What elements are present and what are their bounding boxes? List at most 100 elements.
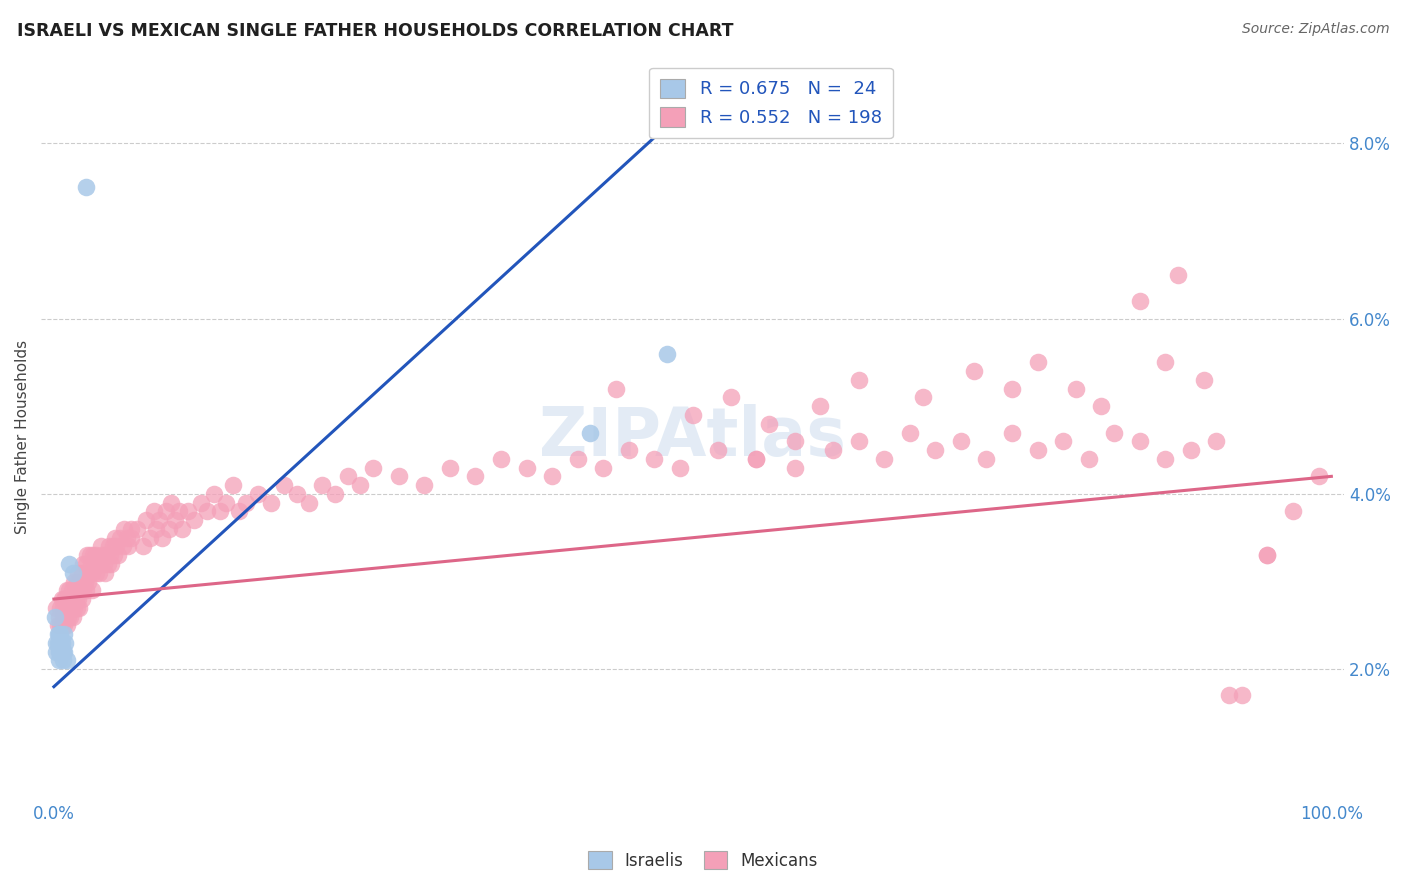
Point — [100, 557, 122, 571]
Point — [98, 548, 121, 562]
Point — [63, 600, 86, 615]
Point — [489, 451, 512, 466]
Point — [79, 566, 101, 580]
Point — [52, 653, 75, 667]
Point — [110, 531, 132, 545]
Point — [67, 566, 90, 580]
Point — [707, 443, 730, 458]
Point — [52, 609, 75, 624]
Point — [1077, 451, 1099, 466]
Point — [48, 627, 70, 641]
Point — [1154, 355, 1177, 369]
Point — [848, 434, 870, 449]
Point — [273, 478, 295, 492]
Point — [76, 566, 98, 580]
Point — [55, 592, 77, 607]
Point — [93, 557, 115, 571]
Point — [125, 522, 148, 536]
Point — [1090, 399, 1112, 413]
Point — [222, 478, 245, 492]
Point — [49, 600, 72, 615]
Point — [91, 548, 114, 562]
Point — [1129, 294, 1152, 309]
Point — [643, 451, 665, 466]
Point — [157, 522, 180, 536]
Point — [65, 583, 87, 598]
Point — [1218, 689, 1240, 703]
Point — [49, 645, 72, 659]
Point — [949, 434, 972, 449]
Point — [215, 496, 238, 510]
Point — [51, 618, 73, 632]
Point — [45, 645, 67, 659]
Point — [963, 364, 986, 378]
Point — [53, 609, 76, 624]
Point — [53, 645, 76, 659]
Point — [1001, 382, 1024, 396]
Point — [823, 443, 845, 458]
Point — [66, 600, 89, 615]
Point — [167, 504, 190, 518]
Point — [56, 609, 79, 624]
Point — [208, 504, 231, 518]
Point — [51, 592, 73, 607]
Point — [112, 522, 135, 536]
Point — [617, 443, 640, 458]
Point — [388, 469, 411, 483]
Point — [49, 618, 72, 632]
Point — [52, 645, 75, 659]
Point — [1256, 548, 1278, 562]
Point — [59, 609, 82, 624]
Point — [89, 557, 111, 571]
Point — [58, 600, 80, 615]
Point — [45, 600, 67, 615]
Point — [49, 636, 72, 650]
Point — [592, 460, 614, 475]
Point — [152, 531, 174, 545]
Point — [155, 504, 177, 518]
Point — [82, 548, 104, 562]
Point — [46, 636, 69, 650]
Point — [464, 469, 486, 483]
Point — [1230, 689, 1253, 703]
Point — [83, 557, 105, 571]
Point — [58, 557, 80, 571]
Point — [56, 592, 79, 607]
Text: Source: ZipAtlas.com: Source: ZipAtlas.com — [1241, 22, 1389, 37]
Point — [1308, 469, 1330, 483]
Point — [720, 391, 742, 405]
Point — [228, 504, 250, 518]
Point — [1154, 451, 1177, 466]
Point — [82, 583, 104, 598]
Point — [439, 460, 461, 475]
Point — [745, 451, 768, 466]
Point — [413, 478, 436, 492]
Point — [55, 636, 77, 650]
Point — [808, 399, 831, 413]
Y-axis label: Single Father Households: Single Father Households — [15, 340, 30, 534]
Point — [579, 425, 602, 440]
Point — [202, 487, 225, 501]
Point — [165, 513, 187, 527]
Point — [84, 548, 107, 562]
Point — [103, 548, 125, 562]
Point — [349, 478, 371, 492]
Point — [73, 574, 96, 589]
Point — [298, 496, 321, 510]
Point — [135, 513, 157, 527]
Point — [101, 540, 124, 554]
Point — [76, 548, 98, 562]
Point — [84, 566, 107, 580]
Point — [72, 583, 94, 598]
Point — [96, 548, 118, 562]
Point — [177, 504, 200, 518]
Point — [567, 451, 589, 466]
Point — [94, 566, 117, 580]
Point — [655, 346, 678, 360]
Point — [1026, 355, 1049, 369]
Point — [1256, 548, 1278, 562]
Point — [120, 522, 142, 536]
Point — [62, 566, 84, 580]
Point — [1026, 443, 1049, 458]
Point — [138, 531, 160, 545]
